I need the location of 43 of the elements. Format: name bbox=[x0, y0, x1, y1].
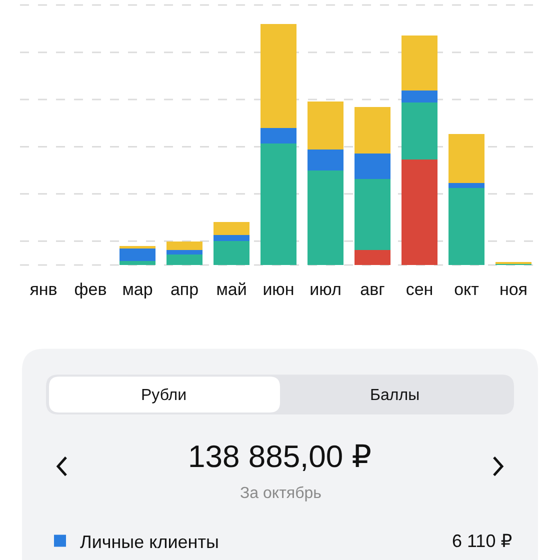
bar bbox=[120, 260, 156, 266]
bar bbox=[448, 188, 484, 266]
bar bbox=[354, 107, 390, 154]
bar bbox=[214, 235, 250, 242]
x-tick-label: окт bbox=[454, 280, 480, 300]
x-tick-label: ноя bbox=[499, 280, 528, 300]
x-tick-label: фев bbox=[74, 280, 107, 300]
bar bbox=[120, 246, 156, 249]
text: За октябрь bbox=[240, 485, 322, 502]
bar bbox=[402, 35, 438, 90]
bar bbox=[354, 178, 390, 250]
bar bbox=[166, 250, 202, 254]
bar bbox=[166, 254, 202, 266]
x-tick-label: июн bbox=[262, 280, 294, 300]
text: 138 885,00 ₽ bbox=[188, 439, 372, 474]
x-tick-label: июл bbox=[310, 280, 342, 300]
legend-label: Личные клиенты bbox=[80, 532, 219, 552]
bar bbox=[260, 128, 296, 144]
bar bbox=[448, 134, 484, 183]
bar bbox=[354, 154, 390, 179]
x-tick-label: сен bbox=[406, 280, 434, 300]
bar bbox=[120, 248, 156, 261]
bar bbox=[402, 90, 438, 102]
bar bbox=[308, 101, 344, 150]
text: Рубли bbox=[141, 387, 187, 404]
bar bbox=[260, 144, 296, 266]
bar bbox=[448, 182, 484, 188]
bar bbox=[260, 24, 296, 128]
x-tick-label: май bbox=[216, 280, 247, 300]
x-tick-label: мар bbox=[122, 280, 153, 300]
x-tick-label: янв bbox=[30, 280, 58, 300]
bar bbox=[166, 241, 202, 250]
text: Баллы bbox=[370, 387, 420, 404]
bar bbox=[214, 241, 250, 266]
x-tick-label: апр bbox=[170, 280, 199, 300]
bar bbox=[354, 250, 390, 266]
bar bbox=[214, 222, 250, 236]
bar bbox=[402, 102, 438, 160]
bar bbox=[308, 149, 344, 170]
bar bbox=[308, 170, 344, 266]
text: 6 110 ₽ bbox=[452, 531, 512, 551]
x-tick-label: авг bbox=[360, 280, 385, 300]
bar bbox=[402, 160, 438, 266]
